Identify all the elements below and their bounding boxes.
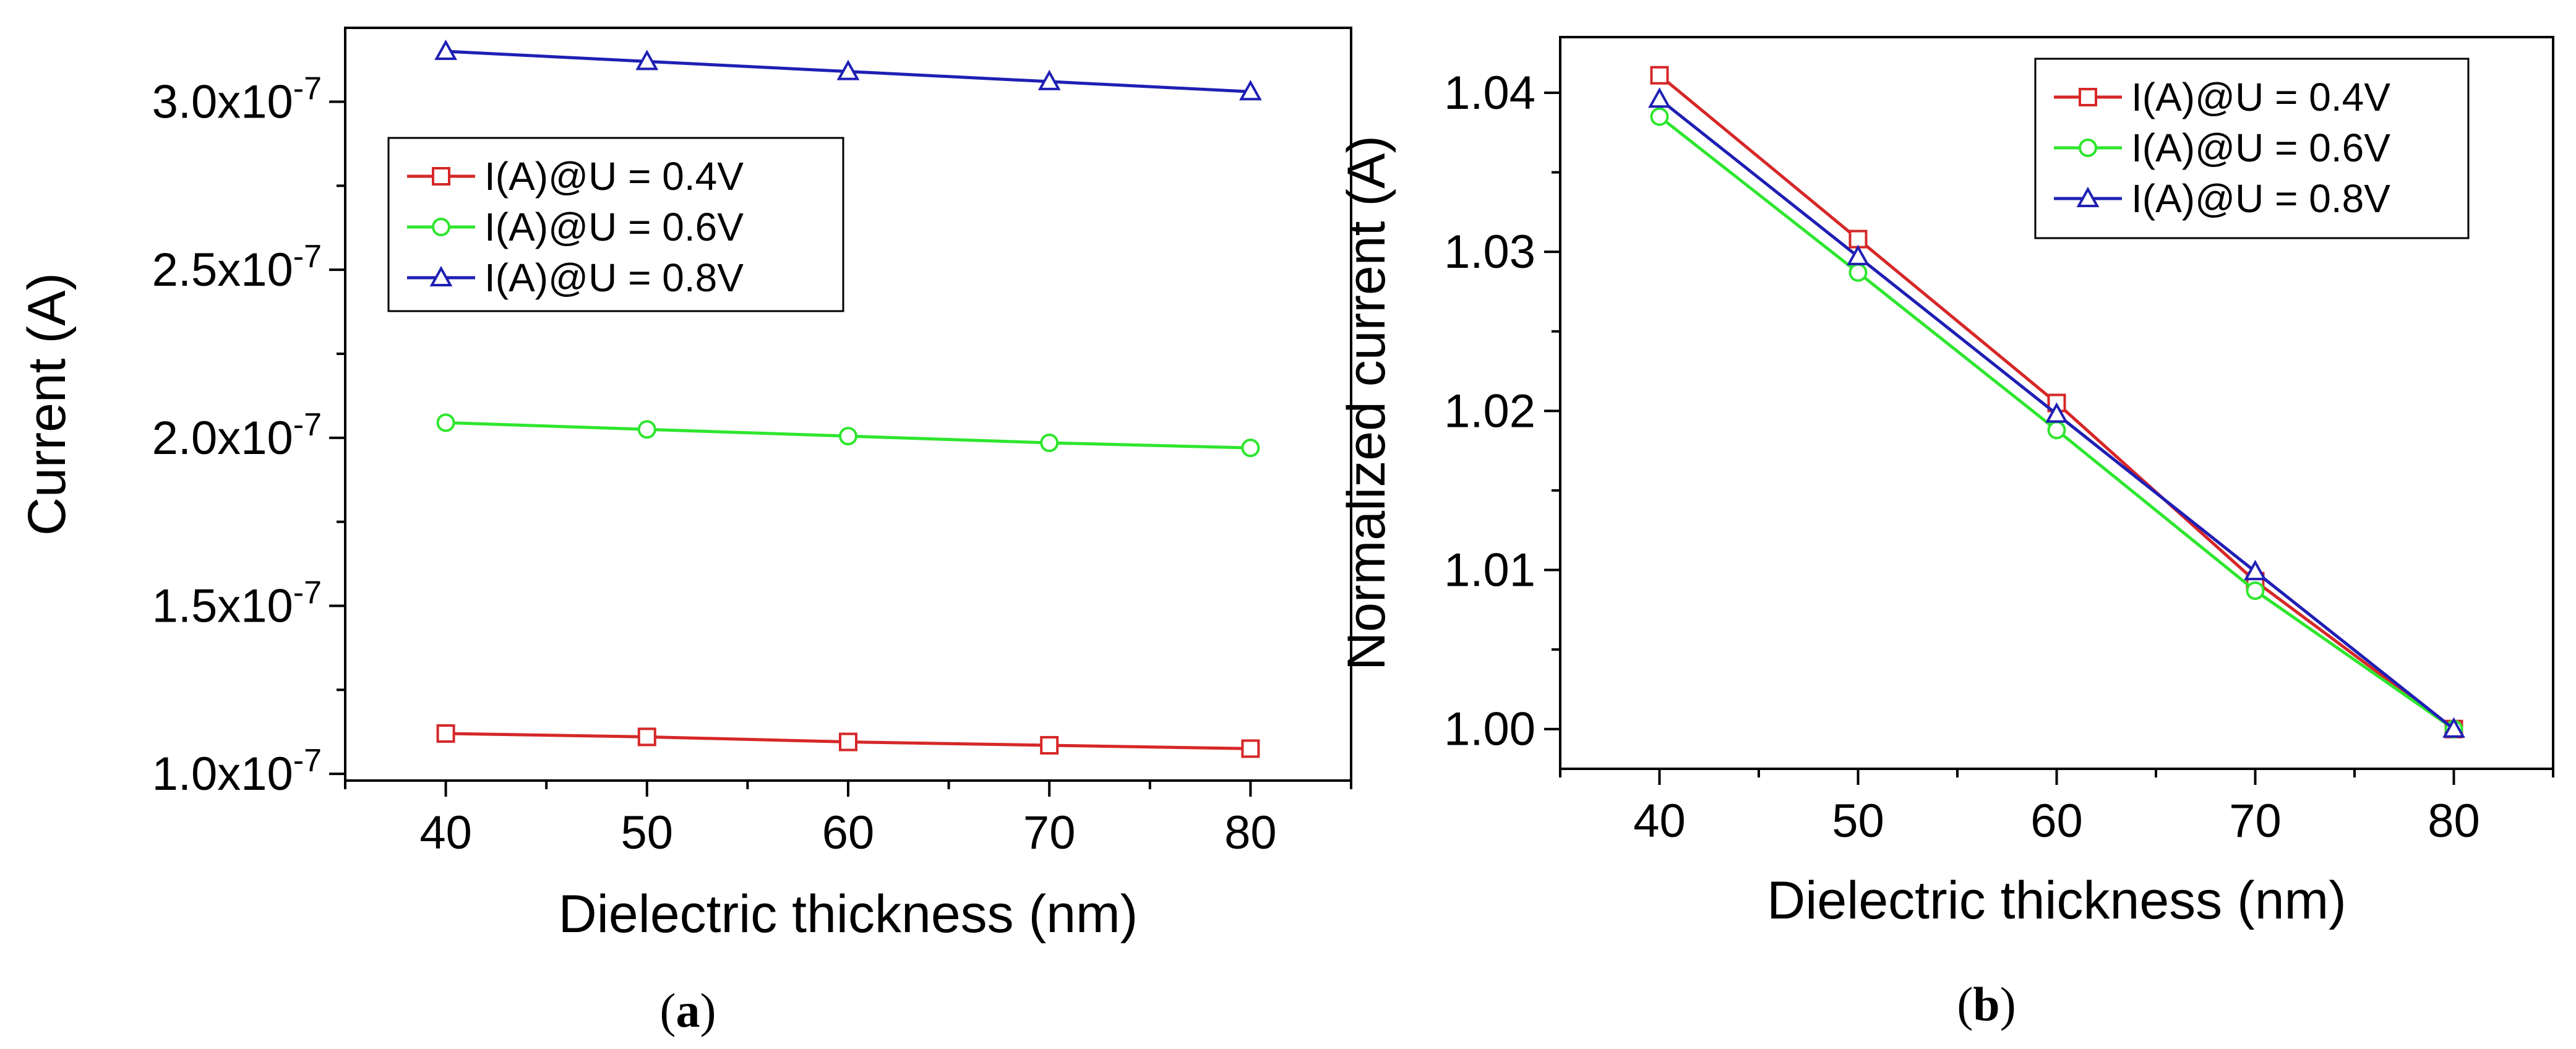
data-point — [1848, 229, 1868, 249]
x-tick-label: 70 — [1023, 807, 1076, 859]
legend-item: I(A)@U = 0.6V — [407, 205, 744, 249]
legend-label: I(A)@U = 0.8V — [2131, 176, 2390, 221]
data-point — [1239, 80, 1262, 101]
legend-label: I(A)@U = 0.6V — [484, 205, 744, 249]
data-point — [1650, 107, 1669, 126]
panel-caption: (b) — [1957, 977, 2016, 1031]
data-point — [839, 427, 857, 446]
x-axis-label: Dielectric thickness (nm) — [559, 884, 1138, 944]
legend: I(A)@U = 0.4V I(A)@U = 0.6V I(A)@U = 0.8V — [387, 137, 844, 312]
data-point — [2442, 717, 2465, 738]
legend-label: I(A)@U = 0.4V — [2131, 75, 2390, 119]
data-point — [1847, 244, 1870, 265]
x-tick-label: 60 — [2030, 795, 2083, 847]
data-point — [1040, 433, 1059, 452]
series-triangle — [434, 39, 1262, 101]
data-point — [436, 413, 455, 432]
panel-a: 40 50 60 70 80 1.0x10-7 1.5x10-7 2.0x10-7 2.5x10… — [17, 27, 1352, 1037]
data-point — [836, 59, 860, 80]
y-tick-label: 1.04 — [1444, 67, 1535, 119]
data-point — [2047, 421, 2066, 440]
series-circle — [436, 413, 1260, 458]
panel-b: 40 50 60 70 80 1.00 1.01 1.02 1.03 1.04 Dielectric… — [1337, 36, 2554, 1031]
data-point — [2246, 581, 2265, 600]
data-point — [1241, 439, 1260, 458]
y-tick-label: 1.02 — [1444, 385, 1535, 437]
data-point — [839, 732, 857, 751]
legend-label: I(A)@U = 0.4V — [484, 154, 744, 199]
data-point — [1037, 69, 1061, 90]
data-point — [637, 727, 656, 747]
y-tick-label: 1.0x10-7 — [152, 743, 322, 800]
x-axis-label: Dielectric thickness (nm) — [1767, 871, 2346, 930]
data-point — [1848, 263, 1868, 282]
y-tick-label: 2.5x10-7 — [152, 239, 322, 296]
data-point — [434, 39, 457, 61]
data-point — [1650, 66, 1669, 85]
panel-caption: (a) — [660, 983, 716, 1037]
x-tick-label: 40 — [1633, 795, 1686, 847]
y-tick-label: 3.0x10-7 — [152, 71, 322, 129]
data-point — [1648, 87, 1671, 108]
legend-item: I(A)@U = 0.6V — [2054, 126, 2390, 170]
legend-item: I(A)@U = 0.8V — [2054, 176, 2390, 221]
legend-item: I(A)@U = 0.8V — [407, 255, 744, 300]
series-triangle — [1648, 87, 2465, 738]
legend-label: I(A)@U = 0.6V — [2131, 126, 2390, 170]
legend-marker — [429, 265, 453, 286]
legend: I(A)@U = 0.4V I(A)@U = 0.6V I(A)@U = 0.8V — [2034, 58, 2470, 239]
x-tick-label: 60 — [822, 807, 875, 859]
series-square — [436, 724, 1260, 758]
legend-box — [387, 137, 844, 312]
y-axis-label: Normalized current (A) — [1337, 135, 1396, 670]
data-point — [2045, 402, 2068, 423]
data-point — [1241, 739, 1260, 758]
x-tick-label: 50 — [621, 807, 674, 859]
x-tick-label: 40 — [419, 807, 472, 859]
y-tick-label: 2.0x10-7 — [152, 407, 322, 465]
legend-marker — [432, 218, 450, 236]
legend-marker — [2076, 186, 2100, 207]
x-tick-label: 70 — [2229, 795, 2282, 847]
legend-marker — [2079, 139, 2097, 157]
y-tick-label: 1.5x10-7 — [152, 575, 322, 632]
legend-marker — [432, 167, 450, 186]
legend-item: I(A)@U = 0.4V — [2054, 75, 2390, 119]
x-tick-label: 50 — [1832, 795, 1884, 847]
legend-item: I(A)@U = 0.4V — [407, 154, 744, 199]
y-tick-label: 1.01 — [1444, 544, 1535, 597]
x-tick-label: 80 — [2428, 795, 2480, 847]
x-tick-label: 80 — [1224, 807, 1277, 859]
data-point — [436, 724, 455, 743]
y-tick-label: 1.03 — [1444, 226, 1535, 278]
data-point — [635, 49, 659, 71]
data-point — [1040, 735, 1059, 755]
legend-marker — [2079, 88, 2097, 106]
legend-label: I(A)@U = 0.8V — [484, 255, 744, 300]
data-point — [637, 420, 656, 439]
y-axis-label: Current (A) — [17, 273, 77, 536]
y-tick-label: 1.00 — [1444, 703, 1535, 756]
data-point — [2244, 559, 2267, 581]
